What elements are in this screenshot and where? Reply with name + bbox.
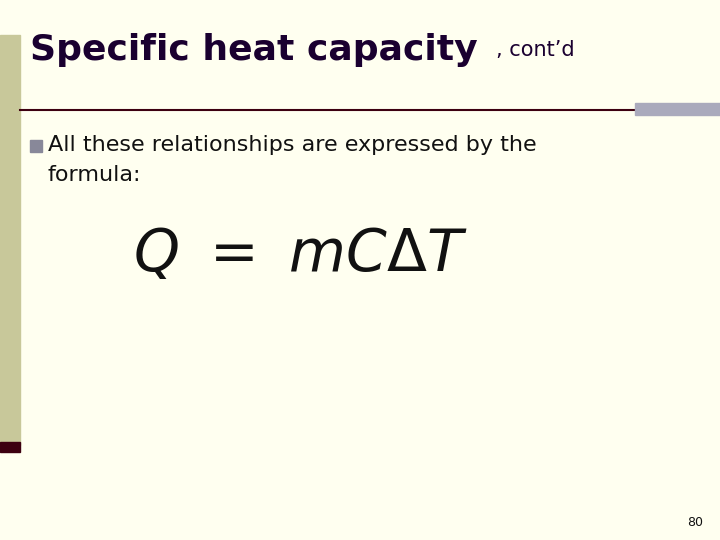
Text: All these relationships are expressed by the: All these relationships are expressed by… [48,135,536,155]
Bar [0,35,20,445]
Bar [0,442,20,452]
Text: Specific heat capacity: Specific heat capacity [30,33,477,67]
Text: formula:: formula: [48,165,142,185]
Text: , cont’d: , cont’d [496,40,575,60]
Bar [635,103,720,115]
Text: $\mathit{Q}\ =\ \mathit{m}\mathit{C}\mathit{\Delta}\mathit{T}$: $\mathit{Q}\ =\ \mathit{m}\mathit{C}\mat… [132,227,467,283]
Bar [30,140,42,152]
Text: 80: 80 [687,516,703,529]
